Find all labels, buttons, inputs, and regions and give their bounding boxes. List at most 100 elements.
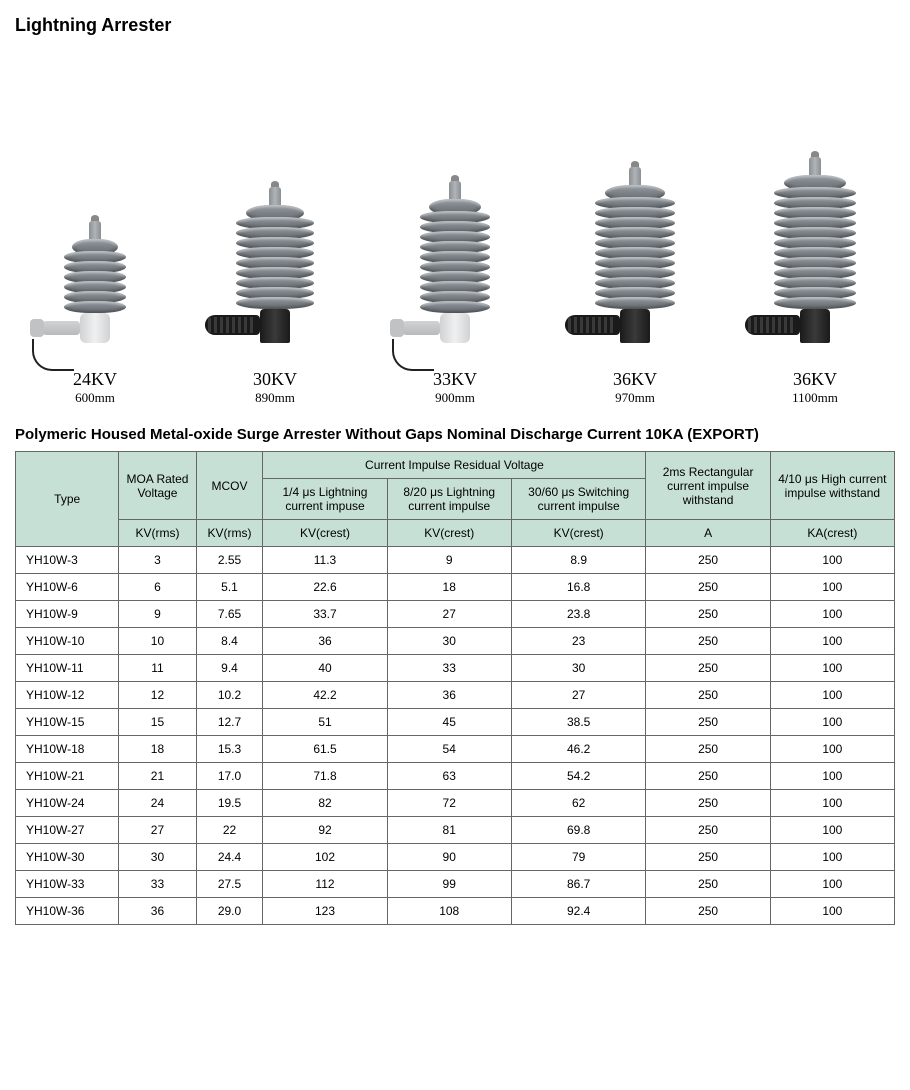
table-cell: 8.4 — [196, 628, 263, 655]
th-unit-kvcrest1: KV(crest) — [263, 520, 387, 547]
table-cell: 100 — [770, 736, 894, 763]
table-row: YH10W-272722928169.8250100 — [16, 817, 895, 844]
table-cell: 27 — [119, 817, 196, 844]
product-size-label: 900mm — [435, 390, 475, 406]
table-cell: 9 — [387, 547, 511, 574]
product-size-label: 970mm — [615, 390, 655, 406]
table-cell: YH10W-21 — [16, 763, 119, 790]
table-cell: 6 — [119, 574, 196, 601]
table-cell: 69.8 — [511, 817, 646, 844]
table-cell: 23 — [511, 628, 646, 655]
th-cirv: Current Impulse Residual Voltage — [263, 452, 646, 479]
table-cell: 9.4 — [196, 655, 263, 682]
product-size-label: 600mm — [75, 390, 115, 406]
table-cell: 100 — [770, 790, 894, 817]
table-cell: 9 — [119, 601, 196, 628]
table-cell: YH10W-6 — [16, 574, 119, 601]
table-cell: YH10W-33 — [16, 871, 119, 898]
table-cell: 250 — [646, 547, 770, 574]
product-kv-label: 36KV — [793, 369, 837, 390]
product-size-label: 1100mm — [792, 390, 838, 406]
table-cell: YH10W-15 — [16, 709, 119, 736]
table-cell: 45 — [387, 709, 511, 736]
table-row: YH10W-10108.4363023250100 — [16, 628, 895, 655]
table-cell: 11 — [119, 655, 196, 682]
table-cell: 21 — [119, 763, 196, 790]
table-cell: 250 — [646, 628, 770, 655]
table-cell: 42.2 — [263, 682, 387, 709]
table-cell: 100 — [770, 898, 894, 925]
table-cell: 36 — [263, 628, 387, 655]
table-row: YH10W-121210.242.23627250100 — [16, 682, 895, 709]
arrester-icon — [605, 33, 665, 343]
table-cell: YH10W-27 — [16, 817, 119, 844]
spec-table: Type MOA Rated Voltage MCOV Current Impu… — [15, 451, 895, 925]
table-cell: 86.7 — [511, 871, 646, 898]
table-cell: 30 — [511, 655, 646, 682]
table-cell: 38.5 — [511, 709, 646, 736]
table-row: YH10W-242419.5827262250100 — [16, 790, 895, 817]
table-cell: 100 — [770, 574, 894, 601]
table-cell: 81 — [387, 817, 511, 844]
table-row: YH10W-303024.41029079250100 — [16, 844, 895, 871]
table-cell: 250 — [646, 709, 770, 736]
table-cell: 8.9 — [511, 547, 646, 574]
product: 36KV970mm — [555, 33, 715, 406]
product: 30KV890mm — [195, 73, 355, 406]
table-cell: YH10W-18 — [16, 736, 119, 763]
th-moa: MOA Rated Voltage — [119, 452, 196, 520]
table-cell: 90 — [387, 844, 511, 871]
table-cell: 250 — [646, 817, 770, 844]
table-cell: 250 — [646, 682, 770, 709]
product: 36KV1100mm — [735, 13, 895, 406]
table-row: YH10W-181815.361.55446.2250100 — [16, 736, 895, 763]
table-row: YH10W-997.6533.72723.8250100 — [16, 601, 895, 628]
table-cell: 72 — [387, 790, 511, 817]
table-cell: YH10W-11 — [16, 655, 119, 682]
table-cell: 17.0 — [196, 763, 263, 790]
table-cell: YH10W-10 — [16, 628, 119, 655]
table-cell: 22.6 — [263, 574, 387, 601]
table-cell: 33 — [387, 655, 511, 682]
table-cell: YH10W-3 — [16, 547, 119, 574]
table-cell: 100 — [770, 871, 894, 898]
table-row: YH10W-333327.51129986.7250100 — [16, 871, 895, 898]
table-cell: 250 — [646, 844, 770, 871]
th-high: 4/10 μs High current impulse withstand — [770, 452, 894, 520]
table-cell: 27 — [511, 682, 646, 709]
table-cell: 108 — [387, 898, 511, 925]
table-cell: YH10W-30 — [16, 844, 119, 871]
table-cell: 30 — [387, 628, 511, 655]
table-cell: 11.3 — [263, 547, 387, 574]
table-cell: 24.4 — [196, 844, 263, 871]
table-row: YH10W-332.5511.398.9250100 — [16, 547, 895, 574]
product: 33KV900mm — [375, 43, 535, 406]
th-type: Type — [16, 452, 119, 547]
table-cell: 250 — [646, 736, 770, 763]
products-row: 24KV600mm30KV890mm33KV900mm36KV970mm36KV… — [15, 56, 895, 406]
table-cell: 92 — [263, 817, 387, 844]
table-cell: 3 — [119, 547, 196, 574]
table-cell: 54.2 — [511, 763, 646, 790]
table-cell: 19.5 — [196, 790, 263, 817]
table-cell: 63 — [387, 763, 511, 790]
table-cell: 62 — [511, 790, 646, 817]
th-unit-kvrms2: KV(rms) — [196, 520, 263, 547]
table-cell: 100 — [770, 628, 894, 655]
table-row: YH10W-11119.4403330250100 — [16, 655, 895, 682]
table-cell: 12.7 — [196, 709, 263, 736]
table-cell: 99 — [387, 871, 511, 898]
table-cell: 12 — [119, 682, 196, 709]
table-cell: 33.7 — [263, 601, 387, 628]
table-cell: 79 — [511, 844, 646, 871]
table-cell: 100 — [770, 709, 894, 736]
th-c3060: 30/60 μs Switching current impulse — [511, 479, 646, 520]
table-cell: 250 — [646, 898, 770, 925]
table-cell: 51 — [263, 709, 387, 736]
table-row: YH10W-665.122.61816.8250100 — [16, 574, 895, 601]
table-cell: 100 — [770, 763, 894, 790]
table-cell: 100 — [770, 817, 894, 844]
table-cell: 112 — [263, 871, 387, 898]
product-kv-label: 36KV — [613, 369, 657, 390]
table-cell: 100 — [770, 655, 894, 682]
